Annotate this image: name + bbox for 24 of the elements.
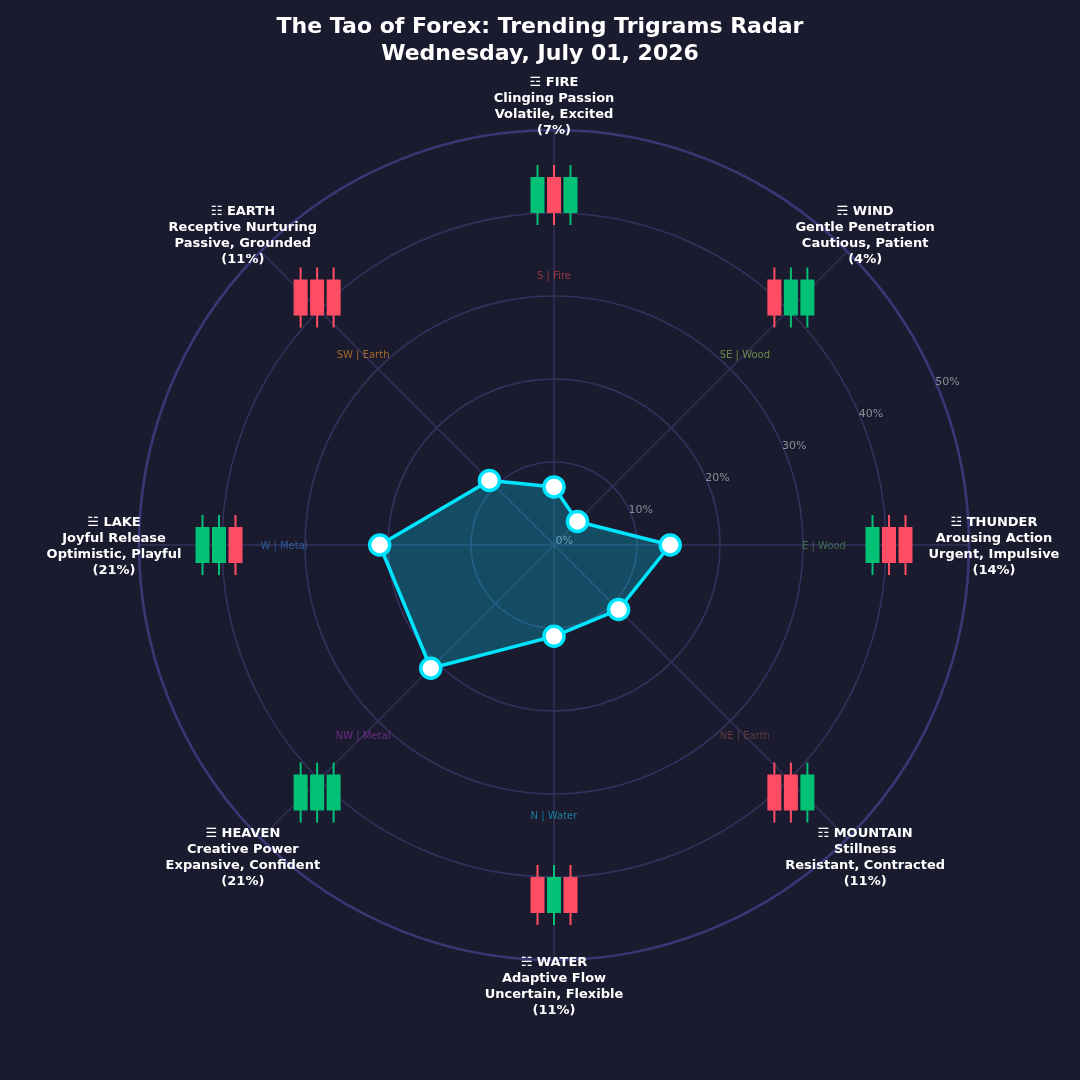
spoke-label: ☱ LAKE Joyful Release Optimistic, Playful (21%) xyxy=(46,513,182,577)
y-tick-label: 20% xyxy=(705,470,730,484)
text: SE | Wood xyxy=(719,348,771,361)
text: NE | Earth xyxy=(719,730,771,743)
y-tick-label: 10% xyxy=(628,502,654,516)
text: S | Fire xyxy=(537,269,571,282)
spoke-label: ☰ HEAVEN Creative Power Expansive, Confident (21%) xyxy=(165,824,321,888)
chart-title: The Tao of Forex: Trending Trigrams Radar xyxy=(276,12,804,38)
spoke-label: ☶ MOUNTAIN Stillness Resistant, Contracted (11%) xyxy=(785,824,946,888)
spoke-label: ☳ THUNDER Arousing Action Urgent, Impulsive (14%) xyxy=(928,513,1060,577)
y-tick-label: 50% xyxy=(935,375,960,389)
spoke-label: ☵ WATER Adaptive Flow Uncertain, Flexible (11%) xyxy=(484,953,624,1017)
text: SW | Earth xyxy=(336,348,390,361)
chart-subtitle: Wednesday, July 01, 2026 xyxy=(381,39,699,65)
text: NW | Metal xyxy=(335,730,391,743)
y-tick-label: 30% xyxy=(781,439,807,452)
spoke-label: ☲ FIRE Clinging Passion Volatile, Excited (7%) xyxy=(493,73,615,137)
spoke-label: ☷ EARTH Receptive Nurturing Passive, Grounded (11%) xyxy=(168,202,318,266)
spoke-label: ☴ WIND Gentle Penetration Cautious, Patient (4%) xyxy=(795,202,935,266)
y-tick-label: 0% xyxy=(555,534,573,548)
y-tick-label: 40% xyxy=(858,407,884,421)
text: N | Water xyxy=(530,809,579,822)
text: E | Wood xyxy=(802,539,846,552)
text: W | Metal xyxy=(260,539,308,552)
